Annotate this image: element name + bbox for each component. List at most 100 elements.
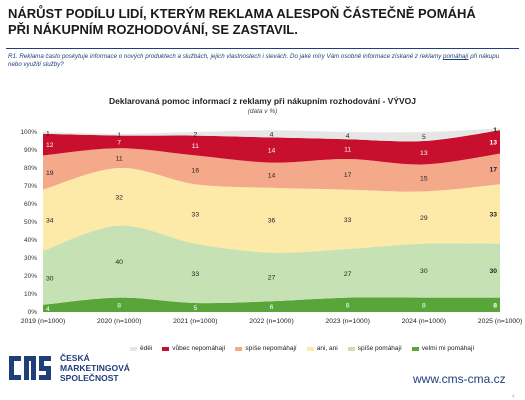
- data-label: 11: [192, 143, 199, 150]
- data-label: 14: [268, 173, 276, 180]
- page-number: 4: [512, 393, 515, 398]
- legend-label: spíše pomáhají: [357, 345, 402, 352]
- legend-item: spíše pomáhají: [347, 345, 402, 352]
- data-label: 33: [344, 217, 352, 224]
- y-tick-label: 60%: [24, 201, 37, 208]
- data-label: 8: [493, 302, 497, 309]
- chart-subtitle: (data v %): [247, 108, 278, 115]
- legend-label: ani, ani: [316, 345, 338, 352]
- legend-label: velmi mi pomáhají: [421, 345, 475, 352]
- logo-text-line-1: ČESKÁ: [60, 353, 90, 363]
- data-label: 1: [117, 132, 121, 139]
- data-label: 13: [489, 139, 497, 146]
- data-label: 27: [344, 271, 352, 278]
- website-url: www.cms-cma.cz: [413, 372, 506, 386]
- data-label: 4: [46, 306, 50, 313]
- data-label: 33: [192, 211, 200, 218]
- area-2: [43, 167, 500, 253]
- x-tick-label: 2024 (n=1000): [402, 318, 446, 325]
- page-title: NÁRŮST PODÍLU LIDÍ, KTERÝM REKLAMA ALESP…: [8, 6, 476, 37]
- logo-text-line-3: SPOLEČNOST: [60, 373, 119, 383]
- data-label: 1: [46, 130, 50, 137]
- legend-swatch: [347, 346, 355, 351]
- data-label: 30: [46, 275, 54, 282]
- data-label: 4: [346, 133, 350, 140]
- area-0: [43, 297, 500, 312]
- y-tick-label: 80%: [24, 165, 37, 172]
- data-label: 8: [346, 302, 350, 309]
- legend-swatch: [411, 346, 419, 351]
- legend-swatch: [235, 346, 243, 351]
- question-text-underlined: pomáhají: [443, 53, 469, 60]
- x-tick-label: 2019 (n=1000): [21, 318, 65, 325]
- cms-logo: ČESKÁ MARKETINGOVÁ SPOLEČNOST: [8, 352, 130, 384]
- legend-label: vůbec nepomáhají: [172, 345, 226, 352]
- question-text-end: při nákupu nebo využití služby?: [8, 53, 500, 68]
- legend-item: spíše nepomáhají: [235, 345, 297, 352]
- data-label: 17: [344, 172, 352, 179]
- y-tick-label: 90%: [24, 147, 37, 154]
- data-label: 2: [193, 131, 197, 138]
- y-tick-label: 30%: [24, 255, 37, 262]
- x-tick-label: 2021 (n=1000): [173, 318, 217, 325]
- y-tick-label: 50%: [24, 219, 37, 226]
- legend-swatch: [162, 346, 170, 351]
- chart-legend: ěděi vůbec nepomáhají spíše nepomáhají ani,…: [130, 345, 474, 352]
- x-tick-label: 2022 (n=1000): [249, 318, 293, 325]
- data-label: 17: [489, 166, 497, 173]
- data-label: 36: [268, 218, 276, 225]
- data-label: 13: [420, 150, 428, 157]
- logo-text-line-2: MARKETINGOVÁ: [60, 363, 130, 373]
- data-label: 29: [420, 215, 428, 222]
- data-label: 11: [344, 147, 351, 154]
- legend-swatch: [130, 346, 137, 351]
- data-label: 40: [115, 259, 123, 266]
- x-tick-label: 2025 (n=1000): [478, 318, 522, 325]
- data-label: 16: [192, 167, 200, 174]
- data-label: 33: [489, 211, 497, 218]
- data-label: 15: [420, 175, 428, 182]
- data-label: 1: [493, 127, 497, 134]
- data-label: 19: [46, 170, 54, 177]
- x-tick-label: 2023 (n=1000): [325, 318, 369, 325]
- area-4: [43, 130, 500, 165]
- legend-item: ani, ani: [306, 345, 338, 352]
- data-label: 5: [422, 134, 426, 141]
- data-label: 12: [46, 142, 54, 149]
- data-label: 11: [116, 156, 123, 163]
- question-text-start: R1. Reklama často poskytuje informace o …: [8, 53, 444, 60]
- y-tick-label: 10%: [24, 291, 37, 298]
- data-label: 5: [193, 305, 197, 312]
- title-divider: [6, 48, 519, 49]
- data-label: 7: [117, 139, 121, 146]
- data-label: 27: [268, 274, 276, 281]
- data-label: 30: [489, 268, 497, 275]
- y-tick-label: 20%: [24, 273, 37, 280]
- legend-item: ěděi: [130, 345, 152, 352]
- area-1: [43, 225, 500, 305]
- y-tick-label: 100%: [20, 129, 37, 136]
- chart-title: Deklarovaná pomoc informací z reklamy př…: [108, 96, 417, 106]
- legend-item: velmi mi pomáhají: [411, 345, 475, 352]
- data-label: 33: [192, 271, 200, 278]
- data-label: 8: [117, 302, 121, 309]
- x-tick-label: 2020 (n=1000): [97, 318, 141, 325]
- data-label: 8: [422, 302, 426, 309]
- cms-logo-icon: [9, 356, 51, 380]
- legend-label: spíše nepomáhají: [245, 345, 297, 352]
- data-label: 30: [420, 268, 428, 275]
- survey-question: R1. Reklama často poskytuje informace o …: [8, 53, 513, 69]
- data-label: 6: [270, 304, 274, 311]
- area-3: [43, 148, 500, 192]
- data-label: 14: [268, 148, 276, 155]
- data-label: 4: [270, 131, 274, 138]
- area-5: [43, 128, 500, 142]
- data-label: 32: [115, 194, 123, 201]
- y-tick-label: 70%: [24, 183, 37, 190]
- legend-swatch: [306, 346, 314, 351]
- legend-label: ěděi: [140, 345, 153, 352]
- y-tick-label: 0%: [28, 309, 38, 316]
- legend-item: vůbec nepomáhají: [162, 345, 225, 352]
- y-tick-label: 40%: [24, 237, 37, 244]
